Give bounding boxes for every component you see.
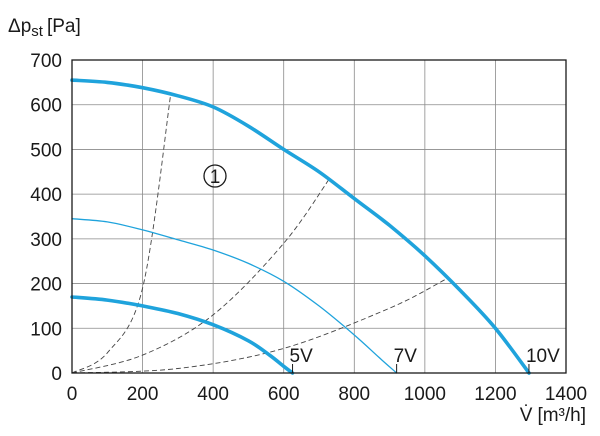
x-axis-title: V̇ [m³/h] <box>520 405 586 426</box>
curve-label-7v: 7V <box>394 346 418 367</box>
curve-label-10v: 10V <box>526 346 560 367</box>
x-tick-label: 1000 <box>404 384 446 405</box>
x-axis-ticks: 0 200 400 600 800 1000 1200 1400 <box>67 384 587 405</box>
y-tick-label: 100 <box>30 319 62 340</box>
fan-curve-7v <box>71 218 398 374</box>
annotation-marker <box>203 164 227 188</box>
y-axis-title: Δpst [Pa] <box>8 16 81 40</box>
y-axis-ticks: 0 100 200 300 400 500 600 700 <box>30 51 62 385</box>
system-curve <box>71 278 447 374</box>
system-curve <box>71 93 172 374</box>
system-curve <box>71 178 330 374</box>
x-tick-label: 1400 <box>545 384 587 405</box>
fan-curve-10v <box>70 78 531 375</box>
x-tick-label: 0 <box>67 384 78 405</box>
x-tick-label: 800 <box>338 384 370 405</box>
curve-label-5v: 5V <box>290 346 314 367</box>
y-tick-label: 300 <box>30 230 62 251</box>
system-curves <box>71 93 447 374</box>
y-axis-title-main: Δp <box>8 16 31 37</box>
y-tick-label: 400 <box>30 185 62 206</box>
x-axis-title-main: V̇ <box>520 405 533 426</box>
y-axis-title-sub: st <box>31 23 44 40</box>
x-tick-label: 1200 <box>474 384 516 405</box>
fan-curve-5v <box>70 295 295 375</box>
plot-border <box>71 59 567 374</box>
y-tick-label: 700 <box>30 51 62 72</box>
x-axis-title-unit: [m³/h] <box>537 405 586 426</box>
y-tick-label: 500 <box>30 140 62 161</box>
y-tick-label: 200 <box>30 275 62 296</box>
fan-curves <box>70 78 531 375</box>
annotation-number: 1 <box>210 167 221 188</box>
y-tick-label: 0 <box>51 364 62 385</box>
curve-labels: 10V 7V 5V 1 <box>210 167 560 373</box>
x-tick-label: 400 <box>197 384 229 405</box>
annotation-circle <box>203 164 227 188</box>
plot-frame <box>71 59 567 374</box>
x-tick-label: 200 <box>127 384 159 405</box>
x-tick-label: 600 <box>268 384 300 405</box>
y-axis-title-unit: [Pa] <box>47 16 81 37</box>
y-tick-label: 600 <box>30 96 62 117</box>
